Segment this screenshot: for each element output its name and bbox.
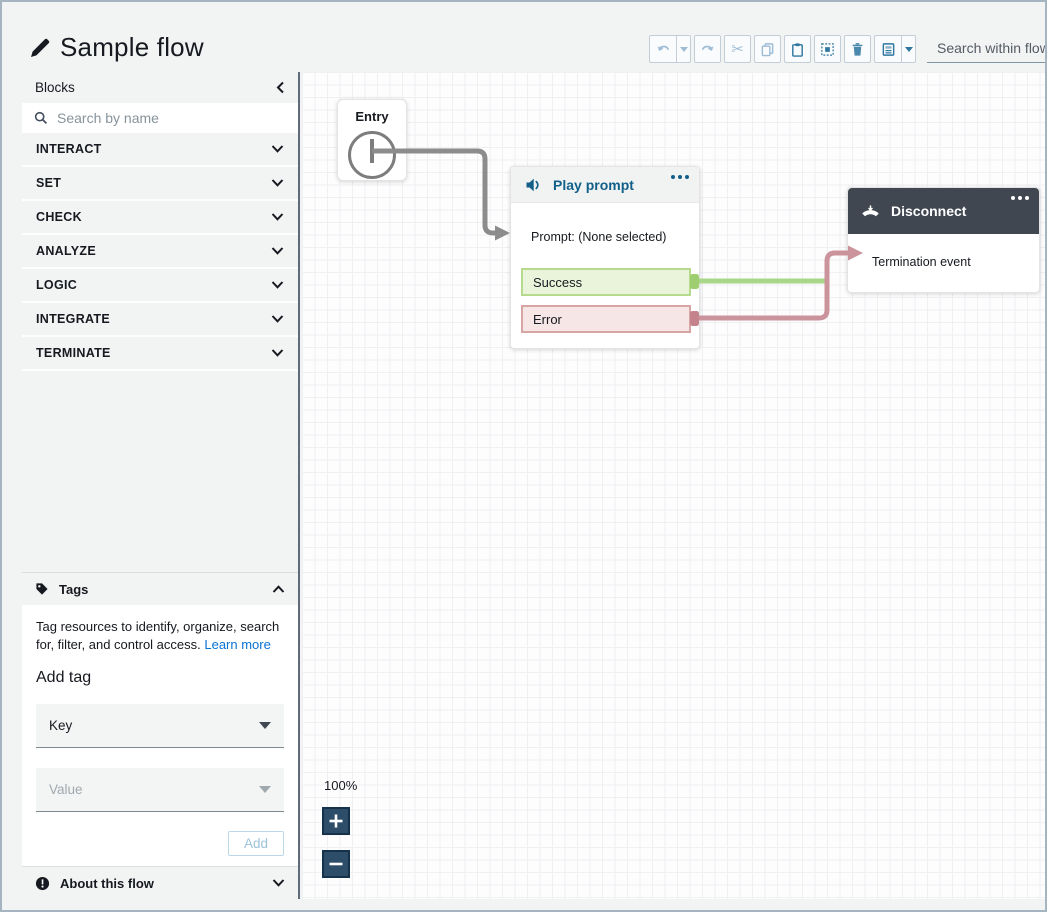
play-prompt-block[interactable]: Play prompt Prompt: (None selected) Succ…	[510, 166, 700, 349]
chevron-up-icon	[272, 585, 285, 593]
tag-icon	[36, 583, 48, 595]
disconnect-header: Disconnect	[848, 188, 1039, 234]
chevron-down-icon	[271, 179, 284, 187]
flow-search-input[interactable]	[937, 39, 1045, 56]
notes-button[interactable]	[875, 36, 901, 62]
select-all-button[interactable]	[814, 35, 841, 63]
play-prompt-title: Play prompt	[553, 176, 634, 193]
flow-canvas[interactable]: Entry Play prompt Prompt: (None selected…	[302, 72, 1045, 899]
termination-event-text: Termination event	[872, 255, 971, 269]
undo-button[interactable]	[650, 36, 676, 62]
tags-panel-body: Tag resources to identify, organize, sea…	[22, 605, 298, 866]
category-integrate[interactable]: INTEGRATE	[22, 303, 298, 337]
speaker-icon	[526, 178, 539, 191]
disconnect-block[interactable]: Disconnect Termination event	[847, 187, 1040, 293]
copy-button[interactable]	[754, 35, 781, 63]
blocks-panel-title: Blocks	[35, 80, 75, 95]
chevron-down-icon	[271, 247, 284, 255]
select-caret-icon	[259, 785, 271, 793]
learn-more-link[interactable]: Learn more	[204, 636, 271, 652]
page-title: Sample flow	[60, 32, 204, 62]
category-check[interactable]: CHECK	[22, 201, 298, 235]
redo-button[interactable]	[694, 35, 721, 63]
category-logic[interactable]: LOGIC	[22, 269, 298, 303]
tag-key-select[interactable]: Key	[36, 703, 284, 748]
entry-block-title: Entry	[355, 109, 389, 124]
blocks-sidebar: Blocks INTERACT SET CHECK ANALYZE LOGIC	[22, 72, 300, 899]
cut-button[interactable]: ✂	[724, 35, 751, 63]
tags-section-header[interactable]: Tags	[22, 572, 298, 605]
select-caret-icon	[259, 721, 271, 729]
category-terminate[interactable]: TERMINATE	[22, 337, 298, 371]
edge-error-to-disconnect	[699, 250, 848, 321]
blocks-panel-header: Blocks	[22, 72, 298, 103]
toolbar: ✂	[649, 35, 1045, 63]
block-menu-icon[interactable]	[1011, 196, 1029, 200]
chevron-down-icon	[272, 879, 285, 887]
add-tag-heading: Add tag	[36, 668, 92, 686]
zoom-in-button[interactable]	[322, 807, 350, 835]
collapse-panel-icon[interactable]	[276, 81, 285, 94]
outcome-success[interactable]: Success	[521, 268, 691, 296]
info-icon	[35, 876, 50, 890]
prompt-selection-text: Prompt: (None selected)	[531, 230, 667, 244]
category-set[interactable]: SET	[22, 167, 298, 201]
chevron-down-icon	[271, 349, 284, 357]
paste-button[interactable]	[784, 35, 811, 63]
category-interact[interactable]: INTERACT	[22, 133, 298, 167]
undo-menu-caret[interactable]	[676, 36, 690, 62]
blocks-search-input[interactable]	[57, 110, 257, 126]
app-header: Sample flow ✂	[2, 2, 1045, 72]
chevron-down-icon	[271, 315, 284, 323]
plus-icon	[329, 814, 343, 828]
zoom-level-label: 100%	[324, 778, 358, 793]
edge-arrowhead	[495, 225, 510, 241]
blocks-search[interactable]	[22, 103, 298, 133]
entry-port[interactable]	[348, 131, 396, 179]
about-flow-title: About this flow	[60, 875, 154, 891]
phone-disconnect-icon	[862, 205, 879, 217]
about-flow-section-header[interactable]: About this flow	[22, 866, 298, 899]
edit-pencil-icon[interactable]	[30, 38, 50, 58]
disconnect-title: Disconnect	[891, 203, 967, 219]
notes-button-group	[874, 35, 916, 63]
undo-button-group	[649, 35, 691, 63]
delete-button[interactable]	[844, 35, 871, 63]
play-prompt-header: Play prompt	[511, 167, 699, 203]
chevron-down-icon	[271, 281, 284, 289]
minus-icon	[329, 862, 343, 866]
zoom-out-button[interactable]	[322, 850, 350, 878]
outcome-error[interactable]: Error	[521, 305, 691, 333]
search-icon	[34, 111, 48, 125]
entry-block[interactable]: Entry	[337, 99, 407, 181]
tag-value-select[interactable]: Value	[36, 767, 284, 812]
tags-description: Tag resources to identify, organize, sea…	[36, 619, 280, 652]
flow-search[interactable]	[927, 35, 1045, 63]
chevron-down-icon	[271, 213, 284, 221]
sidebar-filler	[22, 371, 298, 572]
notes-menu-caret[interactable]	[901, 36, 915, 62]
add-tag-button[interactable]: Add	[227, 830, 284, 856]
chevron-down-icon	[271, 145, 284, 153]
block-menu-icon[interactable]	[671, 175, 689, 179]
category-analyze[interactable]: ANALYZE	[22, 235, 298, 269]
tags-title: Tags	[59, 581, 89, 597]
